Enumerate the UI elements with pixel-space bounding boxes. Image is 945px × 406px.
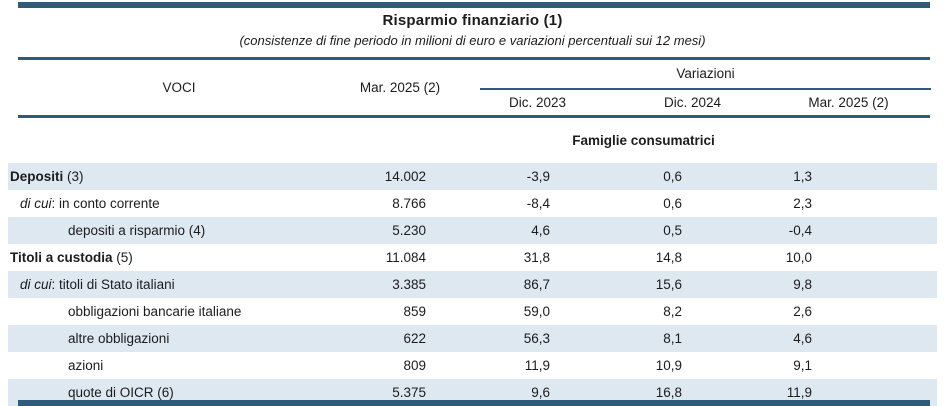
row-label: altre obbligazioni (68, 331, 170, 346)
cell-value: 10,0 (785, 250, 813, 265)
section-header-cell: Famiglie consumatrici (350, 115, 937, 163)
cell-value: 8.766 (392, 196, 426, 211)
table-row: azioni 809 11,9 10,9 9,1 (8, 352, 937, 379)
row-label: azioni (68, 358, 104, 373)
cell-value: 86,7 (523, 277, 550, 292)
row-label: Depositi (3) (10, 169, 84, 184)
title-block: Risparmio finanziario (1) (consistenze d… (0, 12, 945, 48)
cell-value: 11,9 (786, 385, 813, 400)
cell-value: 0,5 (663, 223, 682, 238)
cell-value: 809 (403, 358, 426, 373)
cell-value: 3.385 (392, 277, 426, 292)
cell-value: 10,9 (655, 358, 682, 373)
section-header-spacer (8, 115, 350, 163)
column-header-dic-2023: Dic. 2023 (508, 95, 567, 110)
column-header-voci: VOCI (162, 80, 196, 95)
cell-value: 11.084 (385, 250, 426, 265)
header-bottom-rule (18, 115, 930, 118)
cell-value: 14,8 (655, 250, 682, 265)
header-row-2: Dic. 2023 Dic. 2024 Mar. 2025 (2) (8, 90, 937, 115)
cell-value: 31,8 (523, 250, 550, 265)
cell-value: -3,9 (526, 169, 550, 184)
cell-value: 11,9 (524, 358, 550, 373)
cell-value: 16,8 (655, 385, 682, 400)
column-header-dic-2024: Dic. 2024 (663, 95, 722, 110)
table-body: Famiglie consumatrici Depositi (3) 14.002… (8, 115, 938, 406)
cell-value: 4,6 (531, 223, 550, 238)
table-row: Depositi (3) 14.002 -3,9 0,6 1,3 (8, 163, 938, 190)
table-row: altre obbligazioni 622 56,3 8,1 4,6 (8, 325, 938, 352)
cell-value: 9,8 (793, 277, 813, 292)
column-header-stock-mar-2025: Mar. 2025 (2) (359, 80, 441, 95)
row-label: di cui: titoli di Stato italiani (20, 277, 175, 292)
cell-value: 859 (403, 304, 426, 319)
cell-value: 8,2 (663, 304, 682, 319)
section-header-row: Famiglie consumatrici (8, 115, 937, 163)
cell-value: 9,6 (531, 385, 550, 400)
table-row: depositi a risparmio (4) 5.230 4,6 0,5 -0,4 (8, 217, 938, 244)
cell-value: 0,6 (663, 196, 682, 211)
cell-value: -8,4 (526, 196, 550, 211)
cell-value: 14.002 (384, 169, 426, 184)
cell-value: 0,6 (663, 169, 682, 184)
page-title: Risparmio finanziario (1) (382, 12, 563, 29)
table-row: Titoli a custodia (5) 11.084 31,8 14,8 10,0 (8, 244, 937, 271)
table-header: VOCI Mar. 2025 (2) Variazioni Dic. 2023 … (8, 60, 937, 115)
table-row: obbligazioni bancarie italiane 859 59,0 8,2… (8, 298, 937, 325)
column-header-mar-2025: Mar. 2025 (2) (808, 95, 889, 110)
cell-value: 2,6 (793, 304, 813, 319)
row-label: Titoli a custodia (5) (10, 250, 133, 265)
column-group-variazioni: Variazioni (450, 60, 937, 90)
row-label: depositi a risparmio (4) (68, 223, 206, 238)
cell-value: 2,3 (793, 196, 813, 211)
cell-value: 5.230 (392, 223, 426, 238)
cell-value: 56,3 (523, 331, 550, 346)
header-top-rule (18, 57, 930, 60)
bottom-rule-bar (18, 400, 930, 406)
cell-value: 15,6 (655, 277, 682, 292)
page-subtitle: (consistenze di fine periodo in milioni … (239, 33, 706, 48)
cell-value: -0,4 (788, 223, 813, 238)
cell-value: 8,1 (663, 331, 682, 346)
table-row: di cui: in conto corrente 8.766 -8,4 0,6 2,3 (8, 190, 937, 217)
row-label: di cui: in conto corrente (20, 196, 160, 211)
cell-value: 5.375 (392, 385, 426, 400)
cell-value: 1,3 (793, 169, 813, 184)
header-row-1: VOCI Mar. 2025 (2) Variazioni (8, 60, 937, 95)
column-group-variazioni-label: Variazioni (480, 66, 932, 90)
cell-value: 622 (403, 331, 426, 346)
section-header-famiglie-consumatrici: Famiglie consumatrici (572, 133, 715, 148)
row-label: obbligazioni bancarie italiane (68, 304, 242, 319)
financial-savings-table: VOCI Mar. 2025 (2) Variazioni Dic. 2023 … (8, 60, 938, 406)
top-rule-bar (18, 2, 930, 8)
cell-value: 9,1 (793, 358, 813, 373)
table-row: di cui: titoli di Stato italiani 3.385 86,… (8, 271, 938, 298)
row-label: quote di OICR (6) (68, 385, 174, 400)
cell-value: 59,0 (523, 304, 550, 319)
cell-value: 4,6 (793, 331, 813, 346)
